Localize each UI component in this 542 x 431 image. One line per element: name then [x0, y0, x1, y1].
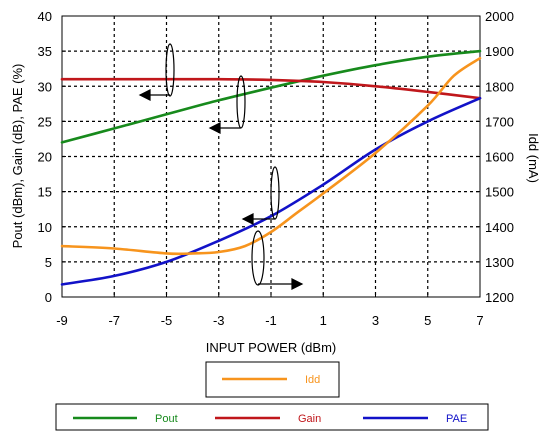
y-left-tick-label: 30 — [38, 79, 52, 94]
gain-indicator-ellipse — [165, 43, 175, 97]
legend-top: Idd — [205, 361, 340, 398]
y-right-tick-label: 2000 — [485, 9, 514, 24]
y-right-tick-label: 1700 — [485, 114, 514, 129]
y-left-tick-label: 35 — [38, 44, 52, 59]
x-tick-label: -5 — [161, 313, 173, 328]
y-right-tick-label: 1900 — [485, 44, 514, 59]
y-right-tick-label: 1600 — [485, 150, 514, 165]
tick-labels: -9 -7 -5 -3 -1 1 3 5 705101520253035401200130014… — [38, 9, 514, 328]
y-left-tick-label: 40 — [38, 9, 52, 24]
legend-pae-label: PAE — [446, 413, 467, 425]
y-axis-right-label: Idd (mA) — [526, 133, 541, 183]
pae-indicator-ellipse — [270, 166, 280, 220]
y-left-tick-label: 10 — [38, 220, 52, 235]
pae-arrowhead-icon — [241, 213, 254, 225]
y-left-tick-label: 25 — [38, 114, 52, 129]
y-left-tick-label: 20 — [38, 150, 52, 165]
y-right-tick-label: 1300 — [485, 255, 514, 270]
x-tick-label: -1 — [265, 313, 277, 328]
y-left-tick-label: 0 — [45, 290, 52, 305]
x-tick-label: 7 — [476, 313, 483, 328]
legend-bottom: Pout Gain PAE — [55, 403, 489, 431]
grid-lines — [62, 16, 480, 297]
x-tick-label: 3 — [372, 313, 379, 328]
series-line-idd — [60, 56, 482, 256]
series-line-pout — [60, 49, 482, 144]
pout-arrowhead-icon — [208, 122, 221, 134]
idd-arrowhead-icon — [291, 278, 304, 290]
pout-indicator-ellipse — [236, 75, 246, 129]
legend-pout-label: Pout — [155, 413, 178, 425]
gain-arrowhead-icon — [138, 89, 151, 101]
legend-idd-label: Idd — [305, 374, 320, 386]
y-left-tick-label: 15 — [38, 185, 52, 200]
series-lines — [60, 49, 482, 286]
y-right-tick-label: 1400 — [485, 220, 514, 235]
x-tick-label: -7 — [108, 313, 120, 328]
series-line-pae — [60, 96, 482, 286]
x-tick-label: 5 — [424, 313, 431, 328]
y-axis-left-label: Pout (dBm), Gain (dB), PAE (%) — [10, 64, 25, 249]
x-axis-label: INPUT POWER (dBm) — [206, 340, 337, 355]
x-tick-label: -3 — [213, 313, 225, 328]
axis-indicator-markers — [138, 43, 304, 290]
y-right-tick-label: 1200 — [485, 290, 514, 305]
y-left-tick-label: 5 — [45, 255, 52, 270]
x-tick-label: 1 — [320, 313, 327, 328]
idd-indicator-ellipse — [251, 230, 265, 286]
series-line-gain — [60, 77, 482, 100]
y-right-tick-label: 1500 — [485, 185, 514, 200]
y-right-tick-label: 1800 — [485, 79, 514, 94]
x-tick-label: -9 — [56, 313, 68, 328]
legend-gain-label: Gain — [298, 413, 321, 425]
